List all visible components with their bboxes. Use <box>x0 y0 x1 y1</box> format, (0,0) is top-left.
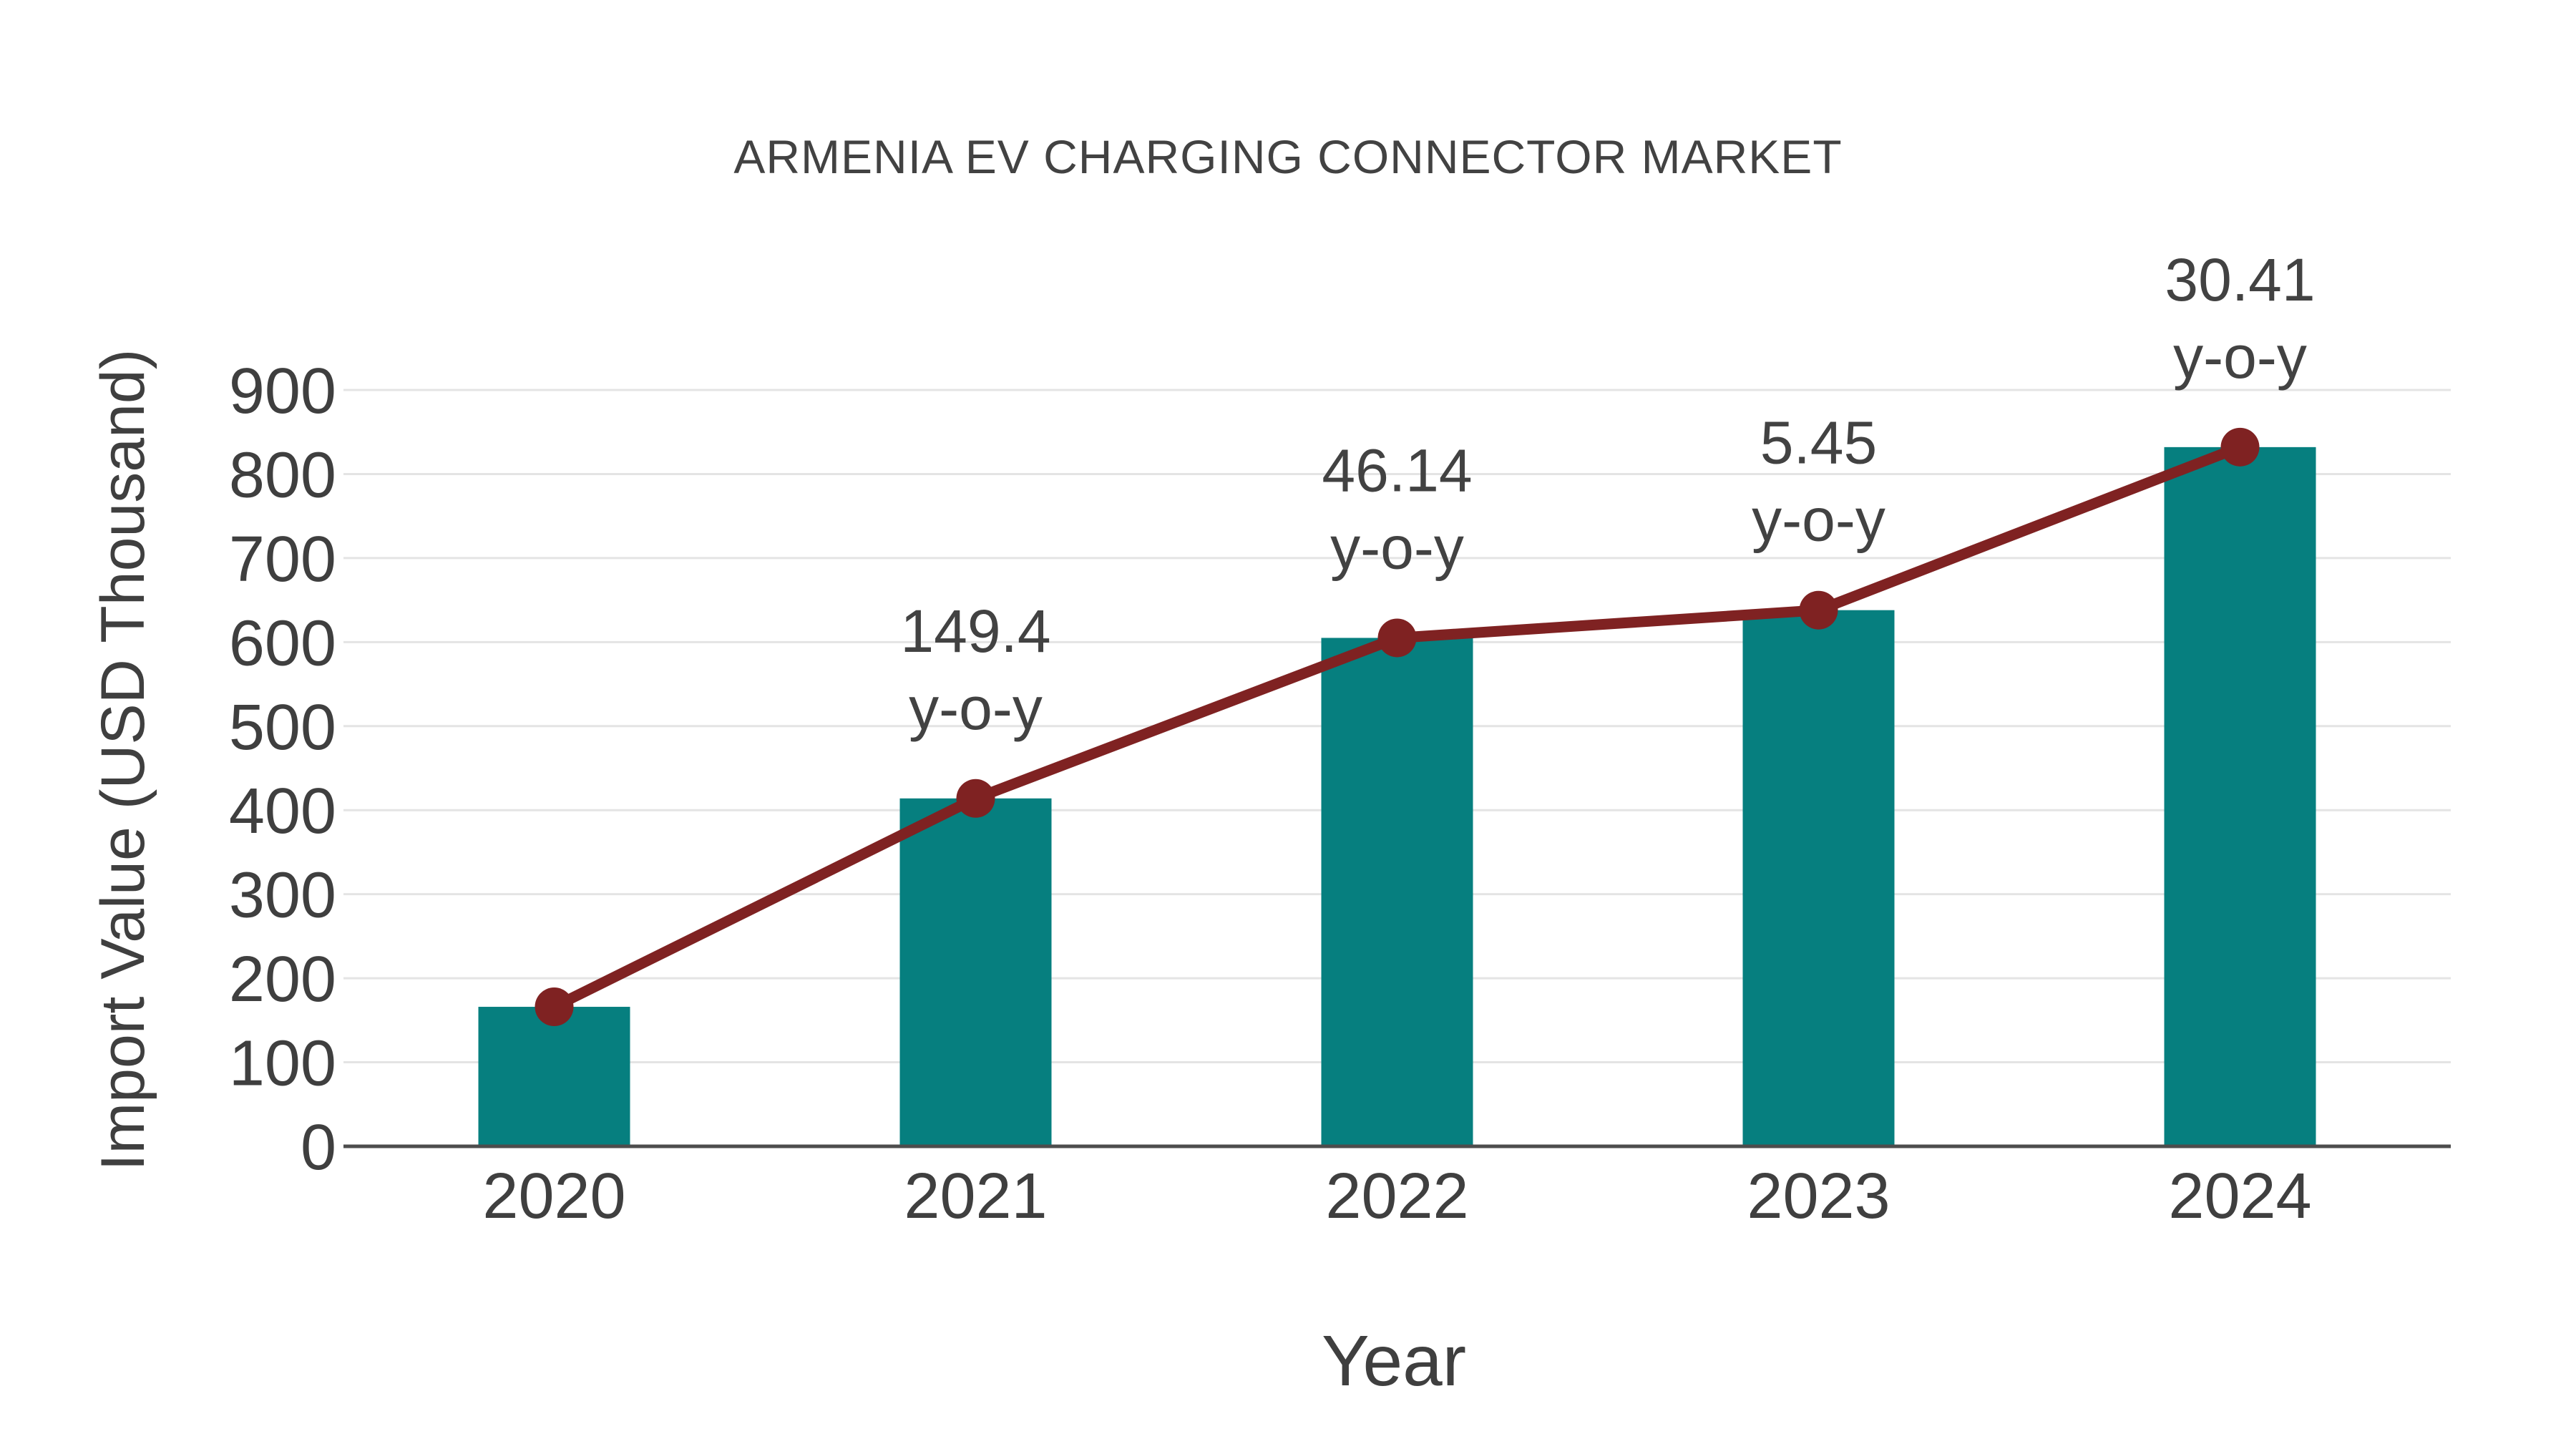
x-axis-title: Year <box>1321 1321 1467 1401</box>
annotation-growth-label-2024: y-o-y <box>2173 323 2307 391</box>
bar-2022 <box>1321 638 1473 1146</box>
bar-2020 <box>478 1007 630 1146</box>
tick-labels-layer: 0 100 200 300 400 500 600 700 800 900 2020 2021 2022… <box>229 356 2312 1232</box>
bar-2024 <box>2164 447 2316 1146</box>
annotation-growth-label-2023: y-o-y <box>1752 487 1885 554</box>
line-layer <box>535 427 2260 1027</box>
annotation-value-2024: 30.41 <box>2165 246 2315 313</box>
annotation-value-2021: 149.4 <box>900 597 1050 665</box>
annotation-value-2022: 46.14 <box>1322 436 1472 504</box>
y-tick-label-400: 400 <box>229 776 336 847</box>
annotations-layer: 149.4 y-o-y 46.14 y-o-y 5.45 y-o-y 30.41 y-o-y <box>900 246 2315 742</box>
y-tick-label-600: 600 <box>229 608 336 679</box>
x-tick-label-2020: 2020 <box>482 1161 625 1232</box>
y-tick-label-100: 100 <box>229 1028 336 1100</box>
bar-2023 <box>1742 610 1895 1146</box>
x-tick-label-2021: 2021 <box>904 1161 1047 1232</box>
data-point-2024 <box>2220 427 2260 467</box>
y-tick-label-700: 700 <box>229 524 336 595</box>
annotation-value-2023: 5.45 <box>1760 409 1878 477</box>
x-tick-label-2022: 2022 <box>1325 1161 1468 1232</box>
data-point-2021 <box>956 779 995 818</box>
y-tick-label-200: 200 <box>229 944 336 1015</box>
annotation-growth-label-2021: y-o-y <box>909 675 1043 742</box>
x-tick-label-2024: 2024 <box>2168 1161 2311 1232</box>
data-point-2022 <box>1377 618 1417 658</box>
data-point-2020 <box>535 987 574 1027</box>
y-tick-label-300: 300 <box>229 860 336 932</box>
y-tick-label-900: 900 <box>229 356 336 427</box>
y-axis-title: Import Value (USD Thousand) <box>89 348 157 1171</box>
y-tick-label-800: 800 <box>229 439 336 511</box>
x-tick-label-2023: 2023 <box>1747 1161 1890 1232</box>
bars-layer <box>343 447 2451 1148</box>
y-tick-label-0: 0 <box>301 1112 336 1184</box>
y-tick-label-500: 500 <box>229 692 336 763</box>
chart-title: ARMENIA EV CHARGING CONNECTOR MARKET <box>733 130 1843 183</box>
bar-2021 <box>899 798 1052 1146</box>
annotation-growth-label-2022: y-o-y <box>1330 514 1464 581</box>
data-point-2023 <box>1799 590 1838 630</box>
